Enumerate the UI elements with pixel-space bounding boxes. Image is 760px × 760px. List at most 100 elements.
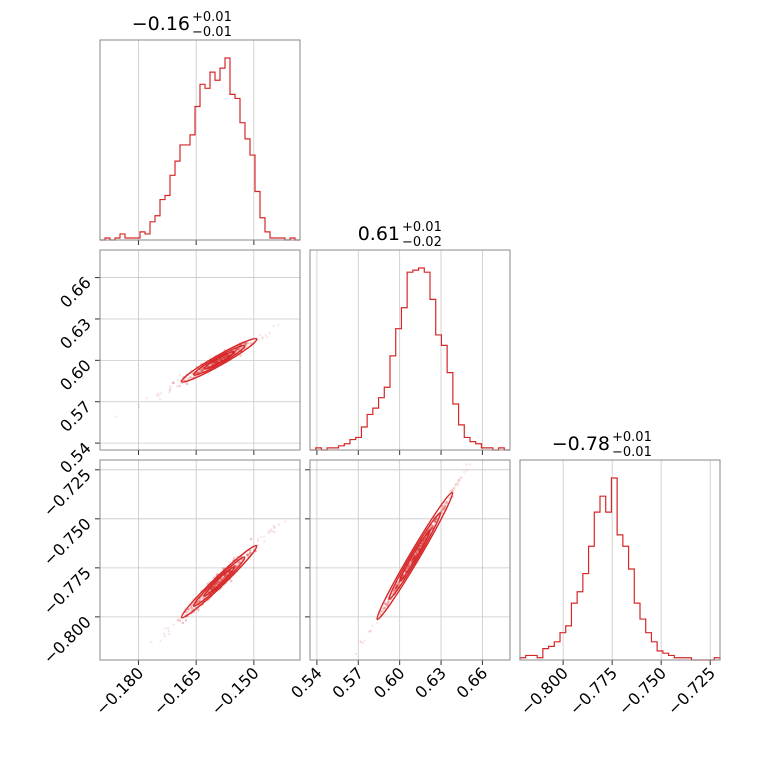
sample-point (411, 557, 415, 560)
sample-point (201, 369, 204, 372)
sample-point (244, 343, 248, 346)
sample-point (430, 527, 433, 530)
sample-point (369, 629, 372, 632)
sample-point (429, 526, 432, 529)
sample-point (454, 483, 458, 486)
sample-point (213, 361, 216, 364)
sample-point (267, 530, 270, 533)
sample-point (217, 580, 220, 583)
sample-point (222, 357, 225, 360)
sample-point (220, 578, 223, 581)
sample-point (262, 535, 266, 538)
sample-point (465, 469, 468, 472)
sample-point (221, 576, 225, 580)
sample-point (219, 358, 223, 361)
sample-point (397, 583, 400, 586)
sample-point (397, 584, 400, 587)
sample-point (247, 555, 250, 558)
sample-point (393, 588, 397, 592)
sample-point (212, 361, 215, 365)
x-tick-label: −0.725 (664, 663, 719, 718)
sample-point (196, 601, 199, 604)
sample-point (217, 579, 221, 582)
sample-point (383, 606, 386, 609)
sample-point (387, 600, 390, 604)
sample-point (413, 554, 416, 558)
sample-point (433, 521, 436, 524)
sample-point (178, 619, 181, 623)
sample-point (435, 517, 438, 520)
sample-point (415, 551, 419, 555)
sample-point (394, 586, 397, 589)
sample-point (408, 562, 411, 565)
sample-point (416, 550, 419, 553)
x-tick-label: 0.57 (328, 663, 367, 702)
sample-point (418, 545, 421, 548)
sample-point (395, 586, 398, 589)
sample-point (406, 567, 409, 570)
sample-point (216, 360, 220, 363)
sample-point (246, 554, 249, 557)
sample-point (209, 588, 212, 591)
sample-point (215, 583, 218, 586)
sample-point (149, 640, 153, 644)
sample-point (214, 583, 217, 587)
param-title-value: −0.78 (552, 433, 610, 455)
sample-point (395, 584, 399, 587)
sample-point (223, 574, 227, 577)
sample-point (354, 652, 358, 656)
sample-point (383, 602, 387, 605)
sample-point (448, 496, 451, 500)
sample-point (380, 610, 384, 613)
sample-point (221, 357, 224, 360)
sample-point (361, 641, 365, 645)
sample-point (368, 629, 371, 633)
sample-point (238, 347, 242, 350)
sample-point (383, 607, 386, 610)
sample-point (258, 334, 261, 337)
sample-point (418, 547, 421, 550)
sample-point (199, 368, 202, 372)
sample-point (393, 590, 396, 593)
sample-point (190, 373, 194, 376)
sample-point (177, 384, 180, 388)
sample-point (217, 580, 220, 584)
scatter-frame (99, 249, 301, 451)
sample-point (234, 565, 237, 569)
sample-point (359, 640, 362, 643)
sample-point (234, 350, 237, 353)
sample-point (430, 527, 433, 530)
y-tick-label: −0.750 (40, 514, 95, 569)
sample-point (449, 490, 452, 493)
sample-point (234, 348, 237, 352)
sample-point (417, 548, 420, 551)
sample-point (172, 623, 175, 626)
sample-point (183, 614, 186, 617)
sample-point (171, 381, 174, 384)
sample-point (406, 567, 409, 570)
sample-point (219, 358, 222, 361)
y-tick-label: −0.775 (40, 563, 95, 618)
sample-point (245, 342, 248, 345)
sample-point (247, 341, 250, 345)
sample-point (395, 584, 399, 588)
sample-point (200, 597, 204, 600)
sample-point (434, 520, 437, 523)
sample-point (246, 553, 250, 556)
sample-point (214, 361, 218, 364)
sample-point (214, 582, 217, 586)
sample-point (269, 528, 272, 531)
hist-frame (519, 459, 721, 661)
sample-point (263, 539, 266, 543)
histogram-step (519, 477, 721, 661)
sample-point (178, 384, 181, 387)
sample-point (234, 349, 237, 352)
sample-point (385, 604, 389, 607)
sample-point (375, 621, 379, 625)
sample-point (219, 358, 223, 362)
sample-point (410, 559, 413, 562)
sample-point (223, 356, 226, 359)
sample-point (411, 558, 414, 561)
sample-point (413, 555, 417, 558)
sample-point (238, 560, 242, 563)
